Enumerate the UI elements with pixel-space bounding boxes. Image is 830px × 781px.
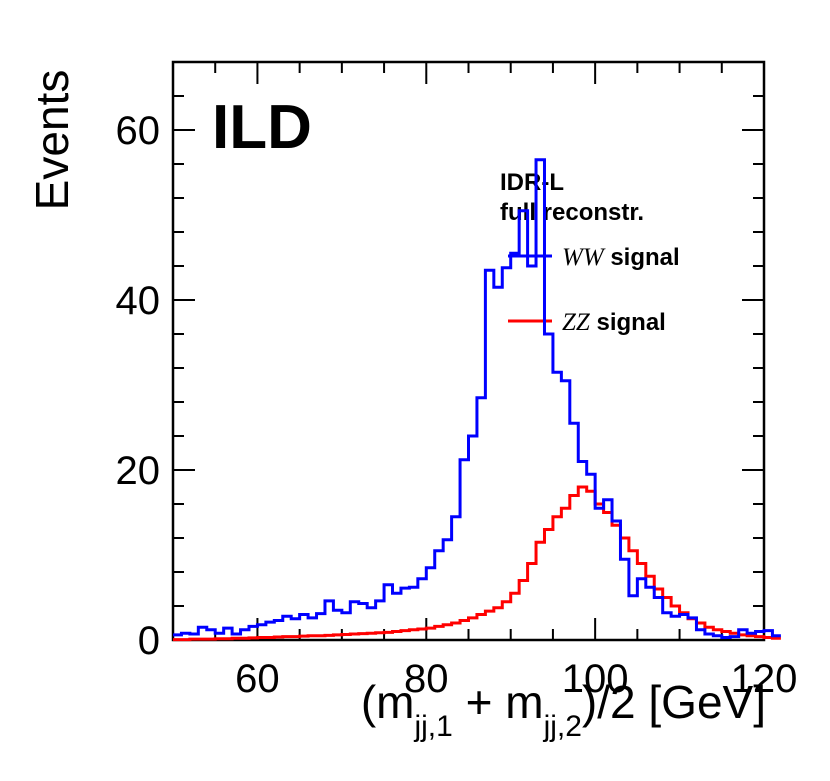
x-tick-label: 120 [731,657,798,701]
series-line-ww [173,158,781,639]
y-tick-label: 60 [116,109,161,153]
chart-title: ILD [212,93,312,162]
legend-header-1: IDR-L [500,169,564,196]
legend-label-zz: ZZ signal [562,309,666,336]
y-tick-label: 0 [138,619,160,663]
legend-header-2: full reconstr. [500,199,644,226]
x-axis-title: (mjj,1 + mjj,2)/2 [GeV] [361,676,766,743]
x-tick-label: 80 [404,657,449,701]
y-tick-label: 40 [116,279,161,323]
y-tick-label: 20 [116,449,161,493]
x-tick-label: 60 [235,657,280,701]
legend-label-ww: WW signal [562,244,680,271]
y-axis-title: Events [26,70,78,211]
series-line-zz [173,485,781,642]
x-tick-label: 100 [562,657,629,701]
